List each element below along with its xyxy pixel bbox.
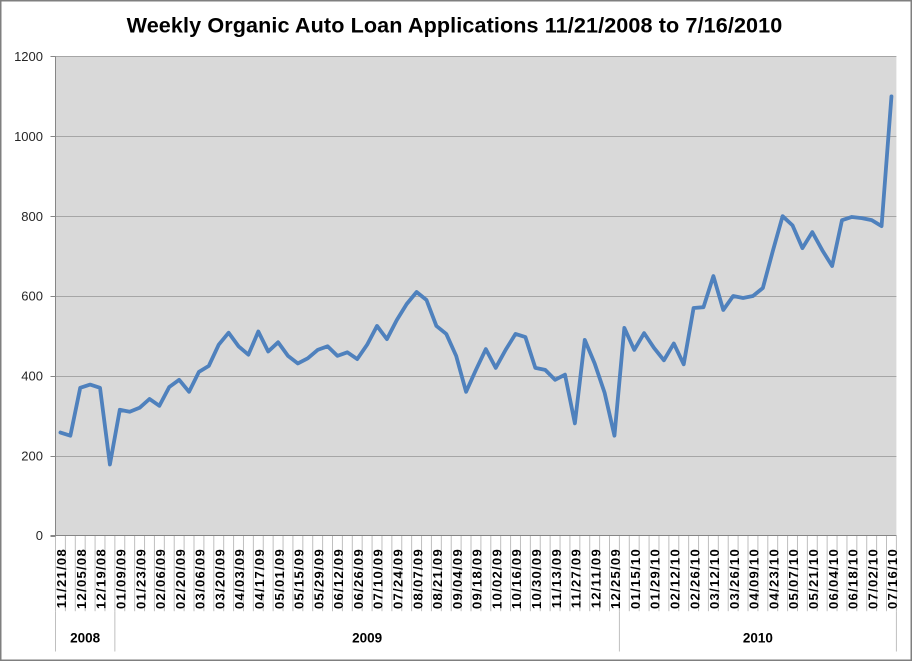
- svg-text:1200: 1200: [14, 49, 43, 64]
- svg-text:07/10/09: 07/10/09: [371, 548, 386, 609]
- svg-text:06/18/10: 06/18/10: [846, 548, 861, 609]
- svg-text:10/02/09: 10/02/09: [489, 548, 504, 609]
- svg-text:05/15/09: 05/15/09: [292, 548, 307, 609]
- svg-text:05/01/09: 05/01/09: [272, 548, 287, 609]
- svg-text:03/26/10: 03/26/10: [727, 548, 742, 609]
- svg-text:02/06/09: 02/06/09: [153, 548, 168, 609]
- svg-text:0: 0: [36, 528, 43, 543]
- svg-text:600: 600: [21, 289, 43, 304]
- svg-text:2008: 2008: [70, 631, 101, 646]
- svg-text:02/26/10: 02/26/10: [687, 548, 702, 609]
- svg-text:07/16/10: 07/16/10: [885, 548, 900, 609]
- svg-text:08/07/09: 08/07/09: [410, 548, 425, 609]
- svg-text:800: 800: [21, 209, 43, 224]
- svg-text:09/04/09: 09/04/09: [450, 548, 465, 609]
- svg-text:12/19/08: 12/19/08: [94, 548, 109, 609]
- svg-text:05/07/10: 05/07/10: [786, 548, 801, 609]
- svg-text:02/12/10: 02/12/10: [668, 548, 683, 609]
- svg-text:09/18/09: 09/18/09: [470, 548, 485, 609]
- svg-text:1000: 1000: [14, 129, 43, 144]
- svg-text:03/06/09: 03/06/09: [193, 548, 208, 609]
- svg-text:12/05/08: 12/05/08: [74, 548, 89, 609]
- svg-text:06/12/09: 06/12/09: [331, 548, 346, 609]
- svg-text:08/21/09: 08/21/09: [430, 548, 445, 609]
- svg-text:07/02/10: 07/02/10: [865, 548, 880, 609]
- svg-text:03/12/10: 03/12/10: [707, 548, 722, 609]
- svg-text:04/23/10: 04/23/10: [766, 548, 781, 609]
- svg-text:12/25/09: 12/25/09: [608, 548, 623, 609]
- svg-text:10/30/09: 10/30/09: [529, 548, 544, 609]
- svg-text:06/26/09: 06/26/09: [351, 548, 366, 609]
- svg-text:06/04/10: 06/04/10: [826, 548, 841, 609]
- svg-text:04/03/09: 04/03/09: [232, 548, 247, 609]
- svg-text:05/29/09: 05/29/09: [311, 548, 326, 609]
- svg-text:2009: 2009: [352, 631, 382, 646]
- svg-text:02/20/09: 02/20/09: [173, 548, 188, 609]
- svg-text:10/16/09: 10/16/09: [509, 548, 524, 609]
- svg-text:200: 200: [21, 448, 43, 463]
- svg-text:11/13/09: 11/13/09: [549, 548, 564, 608]
- svg-text:05/21/10: 05/21/10: [806, 548, 821, 609]
- svg-text:01/09/09: 01/09/09: [114, 548, 129, 609]
- svg-text:01/15/10: 01/15/10: [628, 548, 643, 609]
- svg-text:01/23/09: 01/23/09: [133, 548, 148, 609]
- svg-text:2010: 2010: [743, 631, 773, 646]
- svg-text:Weekly Organic Auto Loan Appli: Weekly Organic Auto Loan Applications 11…: [127, 13, 783, 38]
- svg-text:11/21/08: 11/21/08: [54, 548, 69, 608]
- svg-text:01/29/10: 01/29/10: [648, 548, 663, 609]
- svg-text:07/24/09: 07/24/09: [391, 548, 406, 609]
- svg-text:04/17/09: 04/17/09: [252, 548, 267, 609]
- svg-text:12/11/09: 12/11/09: [588, 548, 603, 608]
- svg-text:400: 400: [21, 369, 43, 384]
- svg-text:03/20/09: 03/20/09: [212, 548, 227, 609]
- svg-text:11/27/09: 11/27/09: [569, 548, 584, 608]
- svg-text:04/09/10: 04/09/10: [747, 548, 762, 609]
